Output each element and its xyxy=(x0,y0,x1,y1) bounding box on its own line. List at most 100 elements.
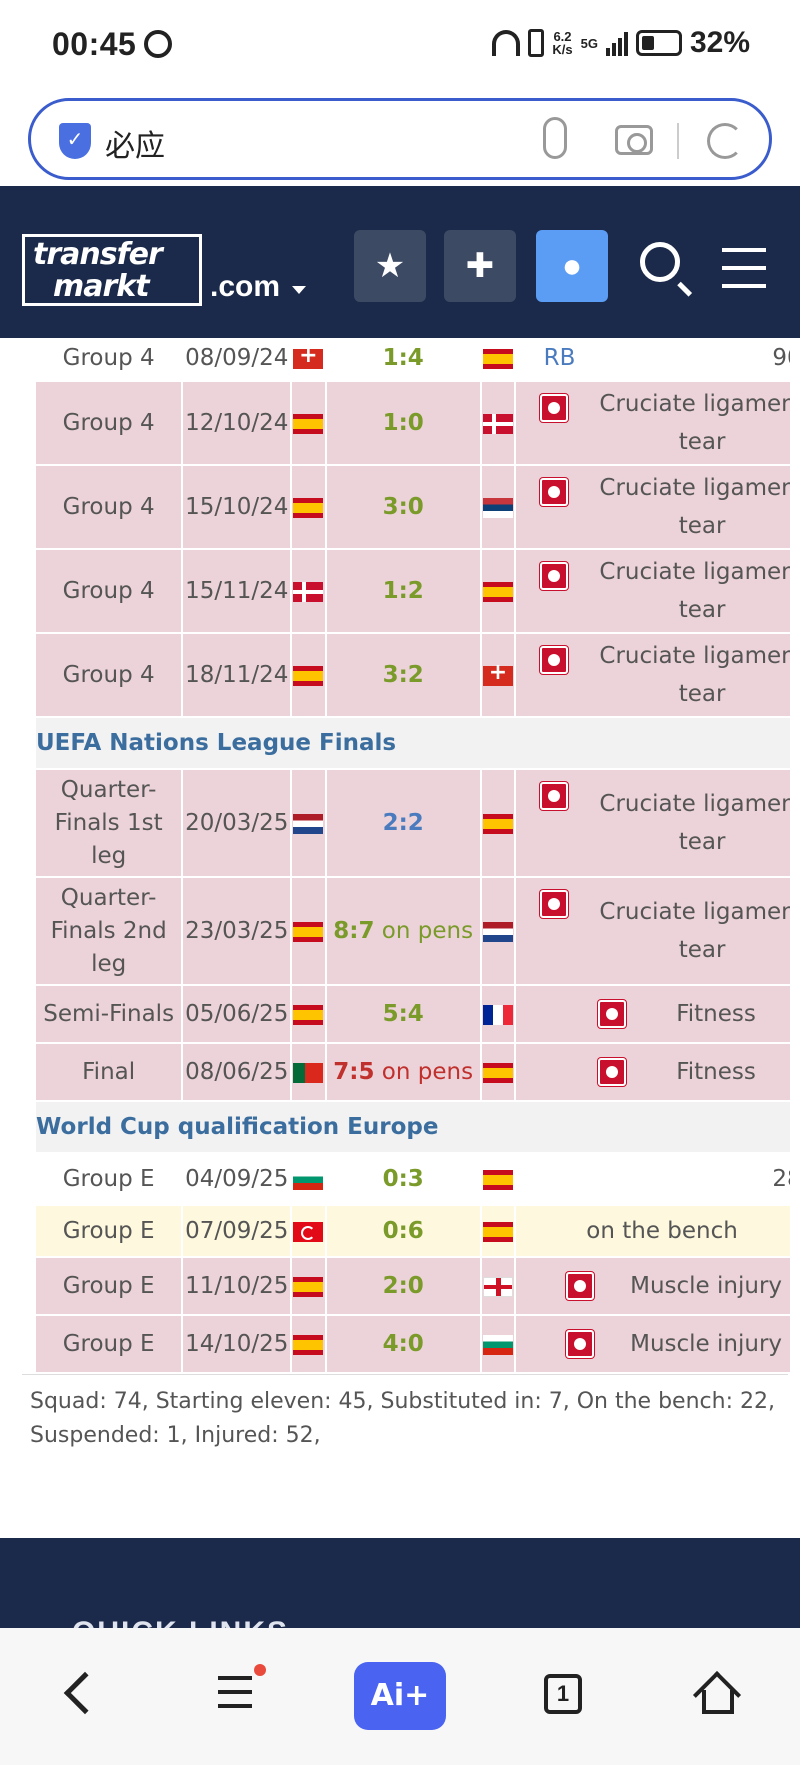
table-row[interactable]: Group E 14/10/25 4:0 Muscle injury xyxy=(36,1316,790,1372)
injury-icon xyxy=(566,1330,595,1358)
divider xyxy=(677,123,679,159)
site-header: transfer markt .com ★ ✚ ● xyxy=(0,186,800,338)
caret-down-icon[interactable] xyxy=(292,286,306,294)
injury-icon xyxy=(540,890,569,918)
injury-reason: Fitness xyxy=(676,1001,756,1027)
injury-reason: Cruciate ligament tear xyxy=(599,899,790,963)
match-score[interactable]: 5:4 xyxy=(326,986,480,1042)
table-row[interactable]: Quarter-Finals 1st leg 20/03/25 2:2 Cruc… xyxy=(36,770,790,876)
competition-title[interactable]: World Cup qualification Europe xyxy=(36,1114,439,1140)
match-score[interactable]: 2:0 xyxy=(326,1258,480,1314)
bookmark-button[interactable]: ★ xyxy=(354,230,426,302)
injury-icon xyxy=(540,646,569,674)
injury-icon xyxy=(540,478,569,506)
match-score[interactable]: 0:6 xyxy=(326,1206,480,1256)
table-row[interactable]: Group 4 12/10/24 1:0 Cruciate ligament te… xyxy=(36,382,790,464)
match-score[interactable]: 1:4 xyxy=(326,338,480,380)
headphones-icon xyxy=(492,30,521,56)
match-score[interactable]: 0:3 xyxy=(326,1154,480,1204)
injury-icon xyxy=(566,1272,595,1300)
spain-flag-icon xyxy=(482,581,513,602)
ai-button[interactable]: Ai+ xyxy=(354,1662,446,1730)
table-row[interactable]: Group 4 15/10/24 3:0 Cruciate ligament te… xyxy=(36,466,790,548)
minutes: 90' xyxy=(748,338,790,380)
match-score[interactable]: 3:2 xyxy=(326,634,480,716)
match-score[interactable]: 4:0 xyxy=(326,1316,480,1372)
status-icons: 6.2 K/s 5G 32% xyxy=(492,26,750,60)
injury-reason: Muscle injury xyxy=(630,1273,783,1299)
france-flag-icon xyxy=(482,1004,513,1025)
injury-icon xyxy=(598,1000,627,1028)
camera-icon[interactable] xyxy=(615,125,653,155)
injury-reason: Cruciate ligament tear xyxy=(599,791,790,855)
competition-header[interactable]: UEFA Nations League Finals xyxy=(36,718,790,768)
vibrate-icon xyxy=(528,29,545,57)
table-row[interactable]: Group E 04/09/25 0:3 28' xyxy=(36,1154,790,1204)
shield-button[interactable]: ✚ xyxy=(444,230,516,302)
spain-flag-icon xyxy=(293,1004,324,1025)
status-time: 00:45 xyxy=(52,26,137,62)
transfermarkt-logo[interactable]: transfer markt xyxy=(22,234,202,306)
search-query[interactable]: 必应 xyxy=(105,129,165,164)
injury-reason: Cruciate ligament tear xyxy=(599,643,790,707)
turkey-flag-icon xyxy=(293,1221,324,1242)
injury-icon xyxy=(598,1058,627,1086)
user-icon: ● xyxy=(561,246,583,285)
menu-icon[interactable] xyxy=(218,1676,252,1718)
table-row[interactable]: Group 4 18/11/24 3:2 Cruciate ligamentte… xyxy=(36,634,790,716)
minutes: 28' xyxy=(748,1154,790,1204)
table-row[interactable]: Final 08/06/25 7:5 on pens Fitness xyxy=(36,1044,790,1100)
spain-flag-icon xyxy=(293,1334,324,1355)
spain-flag-icon xyxy=(482,348,513,369)
spain-flag-icon xyxy=(482,1169,513,1190)
spain-flag-icon xyxy=(482,1221,513,1242)
netherlands-flag-icon xyxy=(293,813,324,834)
table-row[interactable]: Group 4 15/11/24 1:2 Cruciate ligament te… xyxy=(36,550,790,632)
table-row[interactable]: Group E 07/09/25 0:6 on the bench xyxy=(36,1206,790,1256)
back-icon[interactable] xyxy=(63,1671,107,1715)
network-type: 5G xyxy=(580,35,598,51)
notification-dot xyxy=(254,1664,266,1676)
home-icon[interactable] xyxy=(692,1670,742,1720)
battery-percent: 32% xyxy=(689,26,750,59)
injury-icon xyxy=(540,782,569,810)
bulgaria-flag-icon xyxy=(293,1169,324,1190)
netherlands-flag-icon xyxy=(482,921,513,942)
match-score[interactable]: 1:0 xyxy=(326,382,480,464)
tabs-button[interactable]: 1 xyxy=(544,1674,582,1714)
signal-icon xyxy=(605,30,628,56)
bookmark-icon: ★ xyxy=(374,247,406,285)
match-table: Group 4 08/09/24 1:4 RB 90' Group 4 12/1… xyxy=(34,338,790,1374)
competition-header[interactable]: World Cup qualification Europe xyxy=(36,1102,790,1152)
battery-icon xyxy=(635,30,682,56)
injury-reason: Muscle injury xyxy=(630,1331,783,1357)
spain-flag-icon xyxy=(482,1062,513,1083)
domain-selector[interactable]: .com xyxy=(210,270,281,303)
spain-flag-icon xyxy=(293,665,324,686)
alarm-icon xyxy=(144,30,172,58)
match-score[interactable]: 2:2 xyxy=(326,770,480,876)
spain-flag-icon xyxy=(293,1276,324,1297)
competition-title[interactable]: UEFA Nations League Finals xyxy=(36,730,397,756)
match-score[interactable]: 3:0 xyxy=(326,466,480,548)
spain-flag-icon xyxy=(293,921,324,942)
menu-icon[interactable] xyxy=(722,248,766,302)
user-button[interactable]: ● xyxy=(536,230,608,302)
injury-reason: Cruciate ligament tear xyxy=(599,559,790,623)
table-row[interactable]: Quarter-Finals 2nd leg 23/03/25 8:7 on p… xyxy=(36,878,790,984)
table-row[interactable]: Semi-Finals 05/06/25 5:4 Fitness xyxy=(36,986,790,1042)
microphone-icon[interactable] xyxy=(543,117,567,159)
shield-plus-icon: ✚ xyxy=(465,247,495,285)
search-icon[interactable] xyxy=(640,242,680,282)
browser-search-bar[interactable]: ✓ 必应 xyxy=(28,98,772,180)
match-score[interactable]: 7:5 on pens xyxy=(326,1044,480,1100)
bulgaria-flag-icon xyxy=(482,1334,513,1355)
match-score[interactable]: 1:2 xyxy=(326,550,480,632)
site-footer: QUICK LINKS xyxy=(0,1538,800,1649)
browser-bottom-nav: Ai+ 1 xyxy=(0,1628,800,1765)
table-row[interactable]: Group 4 08/09/24 1:4 RB 90' xyxy=(36,338,790,380)
refresh-icon[interactable] xyxy=(707,123,743,159)
table-row[interactable]: Group E 11/10/25 2:0 Muscle injury xyxy=(36,1258,790,1314)
match-score[interactable]: 8:7 on pens xyxy=(326,878,480,984)
spain-flag-icon xyxy=(293,413,324,434)
